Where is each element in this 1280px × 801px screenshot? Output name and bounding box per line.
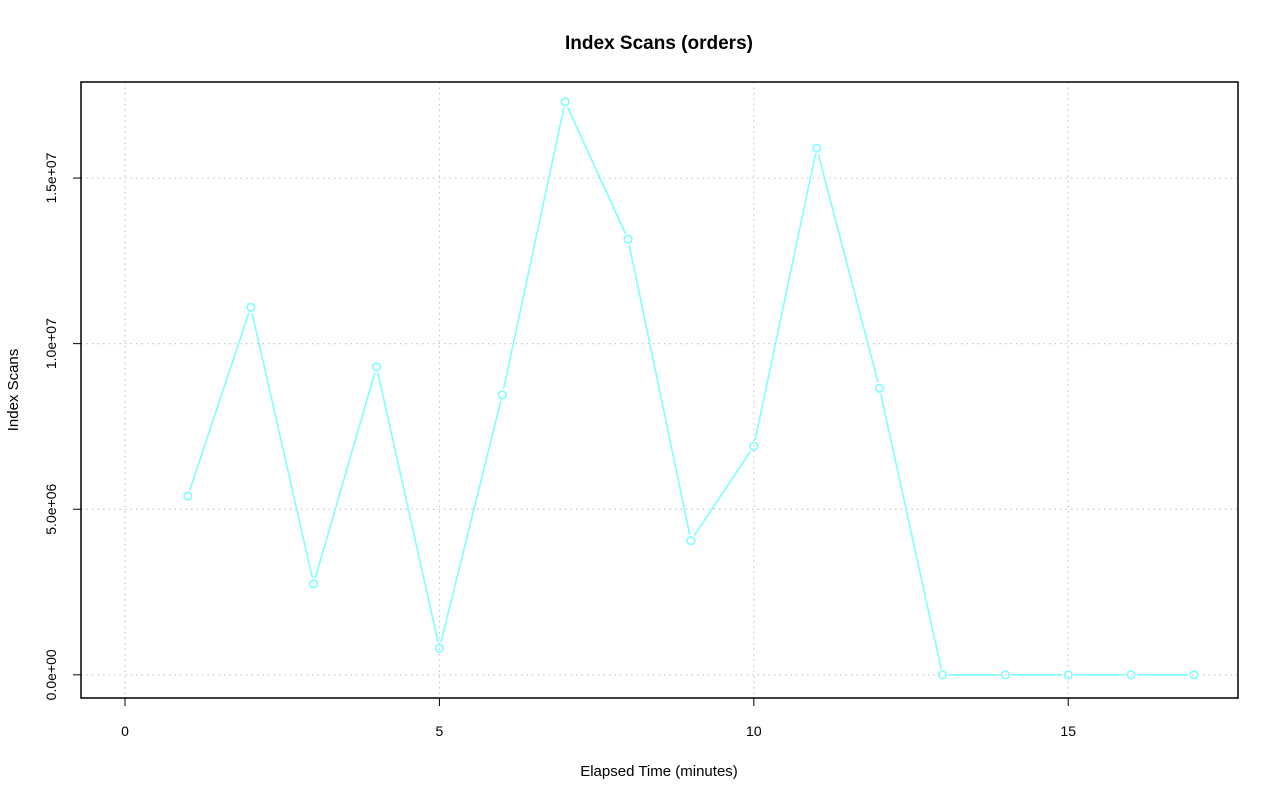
- data-point: [371, 362, 382, 372]
- data-point: [749, 441, 759, 451]
- x-axis-label: Elapsed Time (minutes): [580, 763, 738, 780]
- x-tick-label: 0: [121, 723, 129, 739]
- data-point: [1189, 670, 1199, 680]
- data-point: [1126, 670, 1136, 680]
- series-line-segment: [189, 312, 250, 491]
- series-line-segment: [754, 153, 817, 441]
- y-tick-label: 0.0e+00: [43, 649, 59, 700]
- grid-lines: [81, 82, 1238, 698]
- x-tick-label: 5: [436, 723, 444, 739]
- x-tick-label: 10: [746, 723, 762, 739]
- series-line-segment: [440, 400, 502, 643]
- y-tick-label: 5.0e+06: [43, 484, 59, 535]
- series-line-segment: [817, 153, 879, 383]
- data-point: [1000, 670, 1010, 680]
- series-group: [183, 97, 1199, 680]
- y-axis: 0.0e+00 5.0e+06 1.0e+07 1.5e+07: [43, 152, 81, 700]
- data-point: [874, 383, 885, 393]
- chart-title: Index Scans (orders): [565, 33, 753, 54]
- y-axis-label: Index Scans: [5, 349, 22, 432]
- data-point: [434, 643, 445, 653]
- series-line-segment: [693, 450, 752, 537]
- y-tick-label: 1.0e+07: [43, 318, 59, 369]
- series-line-segment: [377, 372, 439, 643]
- x-axis: 0 5 10 15: [121, 698, 1076, 739]
- series-line-segment: [628, 245, 691, 535]
- series-line-segment: [880, 394, 942, 670]
- data-point: [686, 536, 696, 546]
- data-point: [497, 390, 507, 400]
- data-point: [309, 579, 319, 589]
- data-point: [623, 234, 633, 244]
- x-tick-label: 15: [1060, 723, 1076, 739]
- data-point: [1063, 670, 1073, 680]
- series-line-segment: [314, 372, 376, 579]
- series-line-segment: [566, 106, 627, 235]
- series-line-segment: [251, 312, 314, 579]
- data-point: [560, 97, 570, 107]
- plot-frame: [80, 81, 1239, 699]
- series-line-segment: [502, 107, 565, 390]
- y-tick-label: 1.5e+07: [43, 152, 59, 203]
- data-point: [937, 670, 948, 680]
- data-point: [812, 143, 822, 153]
- data-point: [246, 302, 256, 312]
- data-point: [183, 491, 193, 501]
